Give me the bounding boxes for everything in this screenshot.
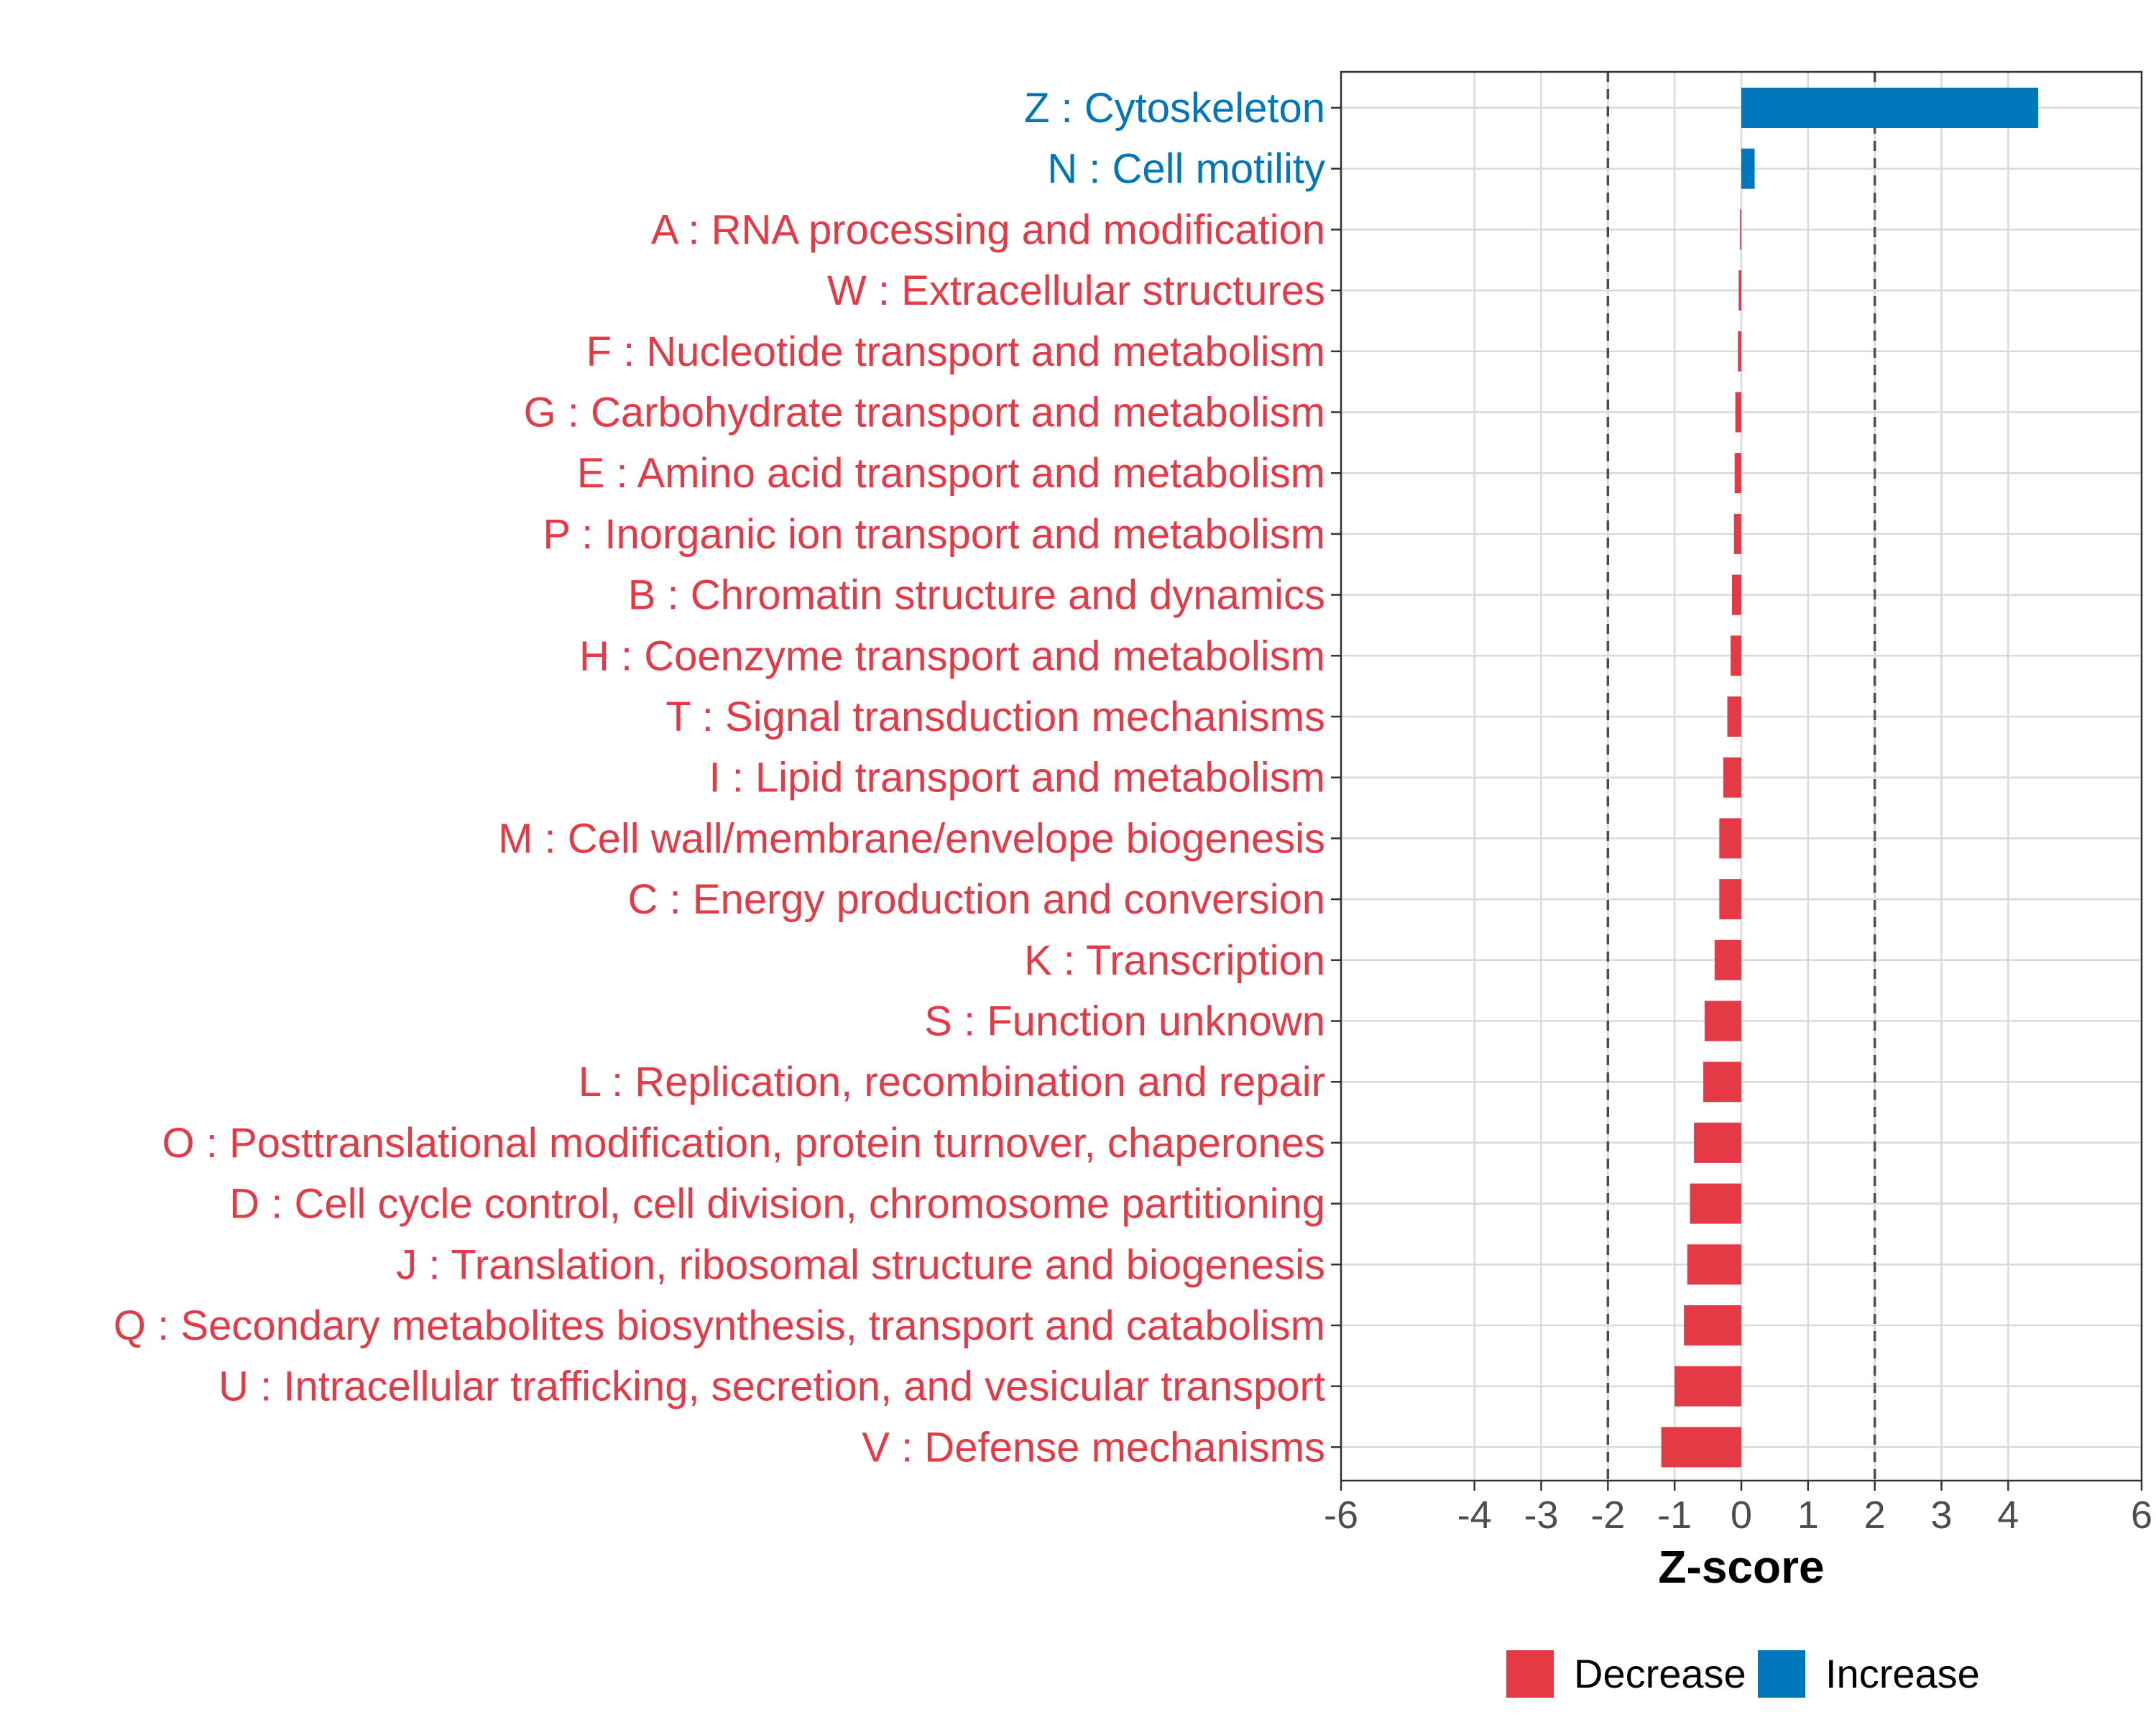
- bar: [1740, 209, 1741, 250]
- x-tick-label: 6: [2131, 1494, 2152, 1537]
- x-axis-title: Z-score: [1658, 1541, 1824, 1593]
- bar: [1727, 696, 1741, 737]
- category-label: I : Lipid transport and metabolism: [709, 755, 1325, 801]
- category-label: J : Translation, ribosomal structure and…: [396, 1241, 1325, 1288]
- bar: [1714, 939, 1741, 980]
- bar: [1732, 574, 1741, 615]
- category-label: V : Defense mechanisms: [862, 1424, 1325, 1471]
- x-tick-label: -4: [1457, 1494, 1492, 1537]
- bar: [1723, 757, 1741, 798]
- category-label: F : Nucleotide transport and metabolism: [586, 328, 1325, 375]
- bar: [1719, 818, 1741, 859]
- bar: [1733, 513, 1741, 554]
- x-tick-label: 3: [1930, 1494, 1952, 1537]
- category-label: G : Carbohydrate transport and metabolis…: [524, 390, 1325, 436]
- category-label: U : Intracellular trafficking, secretion…: [218, 1363, 1325, 1410]
- y-axis-ticks: [1331, 106, 1341, 1448]
- x-tick-label: -6: [1324, 1494, 1358, 1537]
- category-label: T : Signal transduction mechanisms: [665, 694, 1325, 740]
- x-tick-label: 1: [1797, 1494, 1819, 1537]
- category-label: D : Cell cycle control, cell division, c…: [229, 1181, 1325, 1228]
- category-label: L : Replication, recombination and repai…: [579, 1059, 1325, 1105]
- bar: [1738, 331, 1741, 372]
- category-label: P : Inorganic ion transport and metaboli…: [543, 511, 1325, 558]
- legend-swatch: [1506, 1650, 1554, 1698]
- bar: [1687, 1244, 1741, 1285]
- reference-lines: [1606, 72, 1876, 1481]
- legend: Decrease Increase: [1506, 1650, 1980, 1698]
- category-label: C : Energy production and conversion: [628, 876, 1325, 923]
- category-label: Q : Secondary metabolites biosynthesis, …: [114, 1302, 1325, 1349]
- category-label: B : Chromatin structure and dynamics: [628, 572, 1325, 619]
- category-label: M : Cell wall/membrane/envelope biogenes…: [498, 815, 1325, 862]
- legend-label: Decrease: [1574, 1651, 1746, 1696]
- category-labels: Z : Cytoskeleton N : Cell motility A : RNA…: [114, 85, 1325, 1471]
- category-label: Z : Cytoskeleton: [1024, 85, 1325, 132]
- category-label: A : RNA processing and modification: [651, 206, 1325, 253]
- x-tick-label: 2: [1864, 1494, 1886, 1537]
- category-label: H : Coenzyme transport and metabolism: [579, 632, 1325, 679]
- bar: [1704, 1000, 1741, 1041]
- category-label: W : Extracellular structures: [827, 267, 1325, 314]
- legend-label: Increase: [1825, 1651, 1980, 1696]
- x-tick-label: -3: [1524, 1494, 1558, 1537]
- bars: [1661, 88, 2039, 1468]
- bar: [1703, 1062, 1741, 1103]
- category-label: S : Function unknown: [924, 998, 1325, 1045]
- x-tick-label: 4: [1997, 1494, 2019, 1537]
- bar: [1684, 1305, 1741, 1346]
- bar: [1674, 1366, 1741, 1407]
- category-label: E : Amino acid transport and metabolism: [577, 450, 1325, 497]
- x-axis-ticks: -6 -4 -3 -2 -1 0 1 2 3 4 6: [1324, 1481, 2152, 1537]
- bar: [1719, 879, 1741, 920]
- x-tick-label: -2: [1590, 1494, 1625, 1537]
- bar: [1741, 88, 2039, 128]
- category-label: K : Transcription: [1024, 937, 1325, 984]
- x-tick-label: -1: [1657, 1494, 1692, 1537]
- bar: [1694, 1122, 1741, 1163]
- bar: [1661, 1427, 1741, 1468]
- bar: [1741, 148, 1755, 189]
- bar: [1731, 635, 1741, 676]
- legend-swatch: [1758, 1650, 1805, 1698]
- category-label: O : Posttranslational modification, prot…: [162, 1120, 1325, 1167]
- bar: [1738, 270, 1741, 311]
- category-label: N : Cell motility: [1047, 146, 1325, 193]
- bar: [1690, 1183, 1741, 1224]
- bar: [1734, 453, 1741, 494]
- bar: [1735, 392, 1741, 433]
- x-tick-label: 0: [1731, 1494, 1752, 1537]
